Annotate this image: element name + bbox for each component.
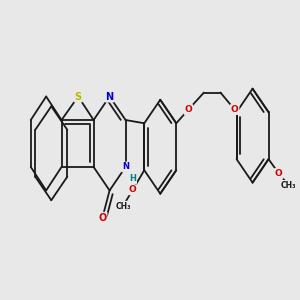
Text: O: O: [184, 105, 192, 114]
Text: CH₃: CH₃: [281, 181, 296, 190]
Text: O: O: [275, 169, 283, 178]
Text: O: O: [98, 213, 106, 223]
Text: H: H: [129, 174, 136, 183]
Text: O: O: [231, 105, 239, 114]
Text: S: S: [75, 92, 82, 101]
Text: CH₃: CH₃: [115, 202, 131, 211]
Text: N: N: [122, 163, 129, 172]
Text: N: N: [106, 92, 114, 101]
Text: O: O: [129, 185, 136, 194]
